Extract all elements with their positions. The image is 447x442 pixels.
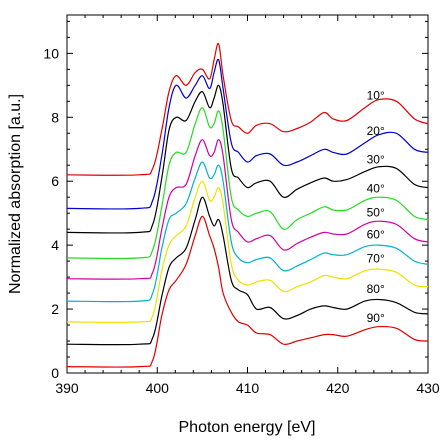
series-label-8: 80°	[367, 282, 385, 296]
series-label-1: 10°	[367, 89, 385, 103]
series-line-6	[66, 161, 429, 303]
series-label-6: 60°	[367, 228, 385, 242]
y-tick-label: 2	[51, 301, 59, 317]
series-line-1	[66, 42, 429, 176]
x-tick-label: 430	[416, 380, 440, 396]
series-line-7	[66, 180, 429, 323]
series-line-9	[66, 215, 429, 368]
x-tick-label: 420	[326, 380, 350, 396]
series-lines	[66, 42, 429, 368]
series-line-3	[66, 84, 429, 234]
x-tick-label: 390	[55, 380, 79, 396]
series-label-2: 20°	[367, 124, 385, 138]
x-axis-ticks: 390 400 410 420 430	[55, 15, 440, 396]
series-label-3: 30°	[367, 153, 385, 167]
series-line-8	[66, 196, 429, 346]
y-tick-label: 0	[51, 365, 59, 381]
y-axis-label: Normalized absorption [a.u.]	[7, 94, 24, 294]
y-axis-ticks: 0 2 4 6 8 10	[43, 20, 428, 381]
series-label-5: 50°	[367, 205, 385, 219]
series-label-7: 70°	[367, 252, 385, 266]
y-tick-label: 8	[51, 109, 59, 125]
x-tick-label: 410	[236, 380, 260, 396]
x-tick-label: 400	[146, 380, 170, 396]
x-axis-label: Photon energy [eV]	[179, 419, 316, 436]
series-label-9: 90°	[367, 311, 385, 325]
series-line-4	[66, 107, 429, 260]
y-tick-label: 6	[51, 173, 59, 189]
series-labels: 10° 20° 30° 40° 50° 60° 70° 80° 90°	[367, 89, 385, 325]
y-tick-label: 4	[51, 237, 59, 253]
series-label-4: 40°	[367, 181, 385, 195]
y-tick-label: 10	[43, 45, 59, 61]
series-line-2	[66, 58, 429, 210]
series-line-5	[66, 139, 429, 280]
